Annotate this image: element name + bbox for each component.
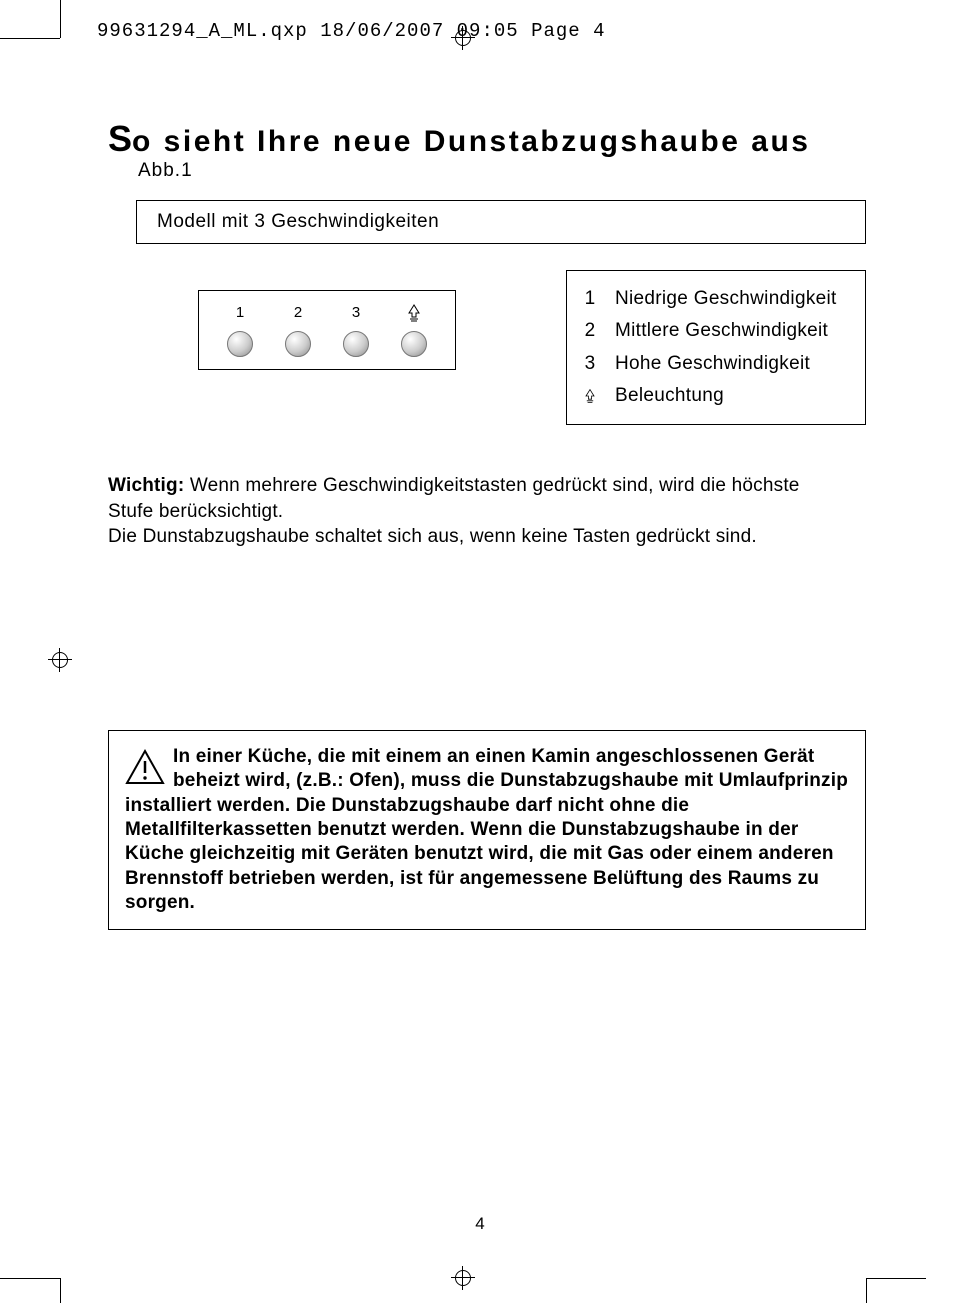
panel-button-3: 3 <box>343 304 369 357</box>
title-text: o sieht Ihre neue Dunstabzugshaube aus <box>132 125 810 158</box>
legend-text: Hohe Geschwindigkeit <box>615 348 810 380</box>
round-button-icon <box>285 331 311 357</box>
page-content: So sieht Ihre neue Dunstabzugshaube aus … <box>108 118 866 930</box>
important-label: Wichtig: <box>108 475 184 496</box>
legend-key: 1 <box>581 283 599 315</box>
model-label-box: Modell mit 3 Geschwindigkeiten <box>136 200 866 244</box>
panel-button-1: 1 <box>227 304 253 357</box>
crop-mark <box>0 38 60 39</box>
title-dropcap: S <box>108 118 132 159</box>
legend-box: 1 Niedrige Geschwindigkeit 2 Mittlere Ge… <box>566 270 866 425</box>
page-number: 4 <box>0 1214 960 1234</box>
light-icon <box>581 388 599 404</box>
important-line-1: Wenn mehrere Geschwindigkeitstasten gedr… <box>184 475 799 496</box>
round-button-icon <box>401 331 427 357</box>
panel-button-2: 2 <box>285 304 311 357</box>
warning-text: In einer Küche, die mit einem an einen K… <box>125 746 848 913</box>
print-header: 99631294_A_ML.qxp 18/06/2007 09:05 Page … <box>97 20 605 42</box>
panel-label: 3 <box>352 304 360 321</box>
crop-mark <box>866 1278 867 1303</box>
legend-row: 2 Mittlere Geschwindigkeit <box>581 315 847 347</box>
crop-mark <box>0 1278 60 1279</box>
panel-button-light <box>401 303 427 357</box>
legend-row: 3 Hohe Geschwindigkeit <box>581 348 847 380</box>
panel-label: 2 <box>294 304 302 321</box>
legend-text: Mittlere Geschwindigkeit <box>615 315 828 347</box>
page-title: So sieht Ihre neue Dunstabzugshaube aus … <box>108 118 866 182</box>
crop-mark <box>60 0 61 38</box>
crop-mark <box>866 1278 926 1279</box>
warning-box: In einer Küche, die mit einem an einen K… <box>108 730 866 930</box>
legend-text: Beleuchtung <box>615 380 724 412</box>
round-button-icon <box>227 331 253 357</box>
panel-label: 1 <box>236 304 244 321</box>
legend-row: 1 Niedrige Geschwindigkeit <box>581 283 847 315</box>
legend-text: Niedrige Geschwindigkeit <box>615 283 837 315</box>
legend-row: Beleuchtung <box>581 380 847 412</box>
important-line-2: Stufe berücksichtigt. <box>108 501 283 522</box>
legend-key: 3 <box>581 348 599 380</box>
important-line-3: Die Dunstabzugshaube schaltet sich aus, … <box>108 526 757 547</box>
diagram-row: 1 2 3 1 Niedrige Geschwindigkeit <box>198 270 866 425</box>
light-icon <box>404 303 424 323</box>
crop-mark <box>60 1278 61 1303</box>
figure-reference: Abb.1 <box>138 160 193 181</box>
registration-mark-icon <box>48 648 72 672</box>
important-note: Wichtig: Wenn mehrere Geschwindigkeitsta… <box>108 473 866 550</box>
control-panel-diagram: 1 2 3 <box>198 290 456 370</box>
warning-triangle-icon <box>125 747 165 787</box>
registration-mark-icon <box>451 1266 475 1290</box>
legend-key: 2 <box>581 315 599 347</box>
round-button-icon <box>343 331 369 357</box>
